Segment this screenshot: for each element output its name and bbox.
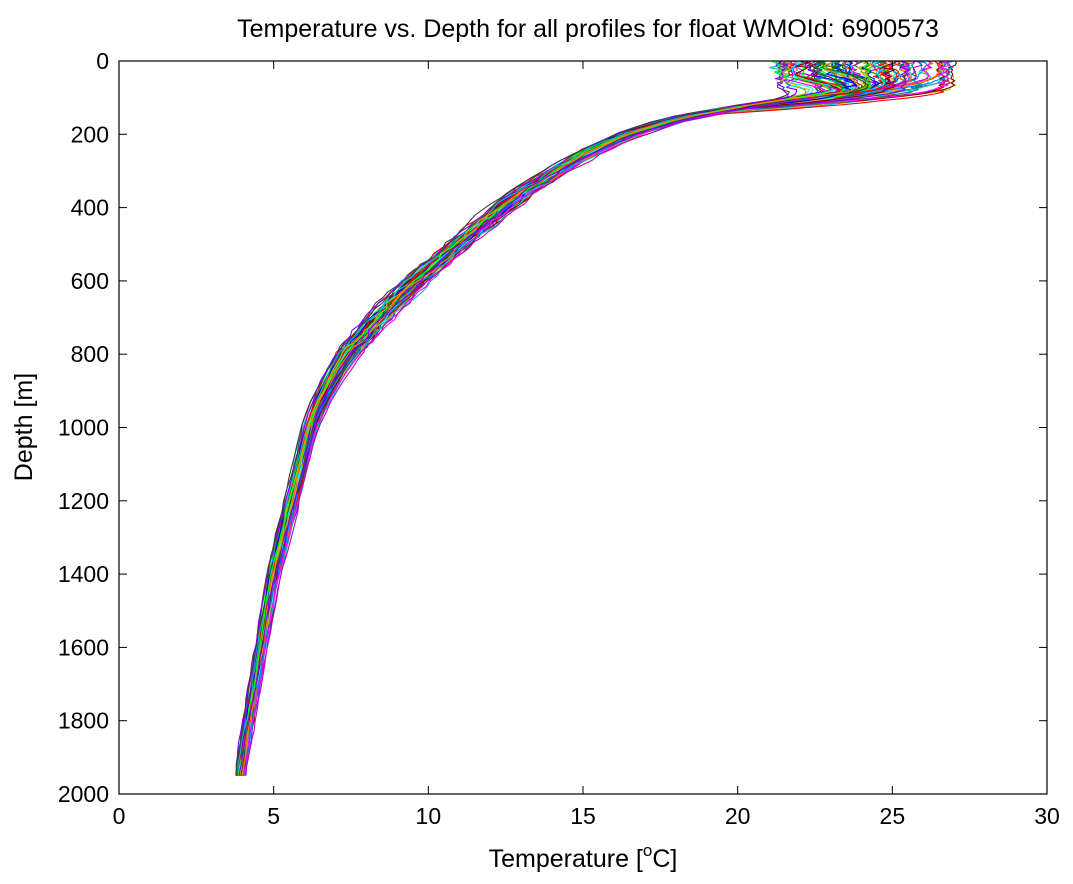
x-tick-label: 25 [880, 803, 906, 829]
x-axis-label-prefix: Temperature [ [489, 845, 643, 873]
y-tick-label: 0 [96, 48, 109, 74]
profile-line [236, 60, 790, 776]
x-tick-label: 10 [416, 803, 442, 829]
x-tick-label: 20 [725, 803, 751, 829]
y-tick-label: 800 [71, 341, 109, 367]
y-ticks: 0 200 400 600 800 1000 1200 1400 1600 1800 2000 [58, 48, 1047, 807]
y-tick-label: 1600 [58, 634, 109, 660]
y-tick-label: 1800 [58, 708, 109, 734]
y-tick-label: 2000 [58, 781, 109, 807]
y-tick-label: 1200 [58, 488, 109, 514]
axes-background [119, 61, 1047, 794]
y-tick-label: 1000 [58, 415, 109, 441]
x-tick-label: 30 [1034, 803, 1060, 829]
x-axis-label-suffix: C] [652, 845, 677, 873]
x-tick-label: 15 [570, 803, 596, 829]
y-axis-label: Depth [m] [10, 373, 38, 481]
profile-line [242, 60, 951, 776]
x-axis-label-superscript: o [643, 841, 652, 860]
y-tick-label: 600 [71, 268, 109, 294]
x-tick-label: 5 [267, 803, 280, 829]
plot-area [119, 60, 1047, 794]
y-tick-label: 200 [71, 121, 109, 147]
chart-title: Temperature vs. Depth for all profiles f… [237, 15, 939, 43]
x-ticks: 0 5 10 15 20 25 30 [113, 61, 1060, 829]
profiles [234, 60, 957, 776]
x-tick-label: 0 [113, 803, 126, 829]
y-tick-label: 400 [71, 195, 109, 221]
profile-line [238, 60, 911, 776]
y-tick-label: 1400 [58, 561, 109, 587]
profile-line [244, 60, 840, 776]
profile-line [241, 60, 860, 776]
x-axis-label: Temperature [oC] [489, 841, 678, 873]
